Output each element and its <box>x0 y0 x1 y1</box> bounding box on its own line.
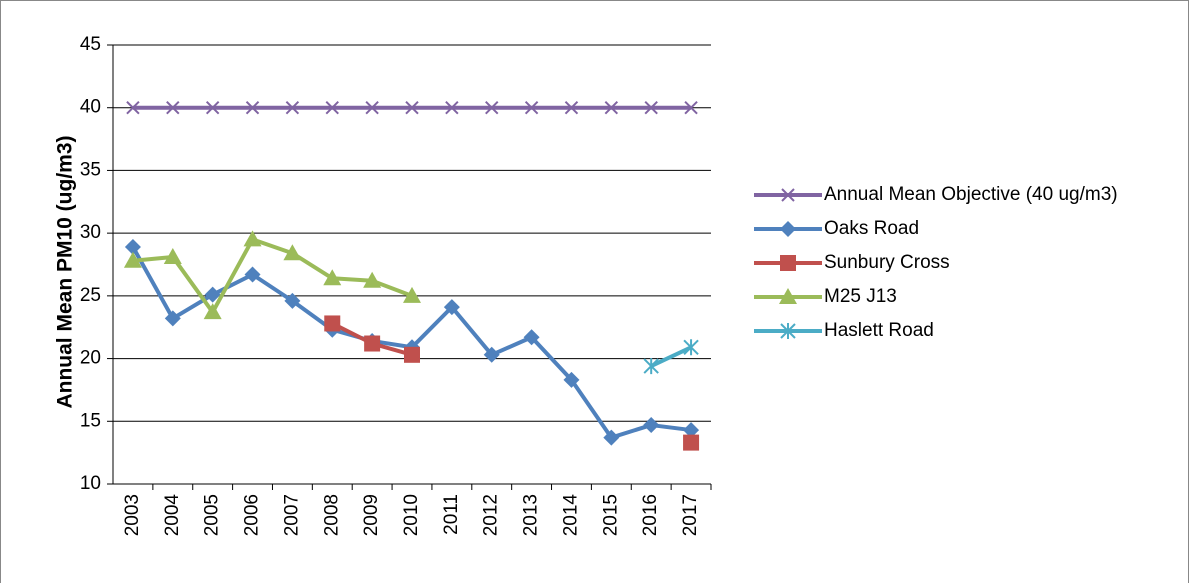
marker <box>126 101 140 115</box>
marker <box>683 434 700 451</box>
y-tick-label: 30 <box>80 222 101 243</box>
marker <box>245 101 260 115</box>
legend-item: Haslett Road <box>752 316 1172 346</box>
legend-label: Sunbury Cross <box>824 252 950 273</box>
marker <box>563 371 580 388</box>
marker <box>780 221 796 237</box>
marker <box>684 101 698 115</box>
marker <box>485 101 499 115</box>
x-tick-label: 2009 <box>361 494 382 536</box>
marker <box>683 339 699 356</box>
y-tick-label: 20 <box>80 348 101 369</box>
legend-label: Oaks Road <box>824 218 920 239</box>
marker <box>284 292 301 309</box>
marker <box>124 238 141 255</box>
x-tick-label: 2008 <box>321 494 342 536</box>
marker <box>683 422 700 439</box>
y-tick-label: 40 <box>80 97 101 118</box>
marker <box>404 346 420 363</box>
marker <box>405 101 419 115</box>
marker <box>285 101 300 115</box>
marker <box>244 266 261 283</box>
x-tick-label: 2012 <box>481 494 502 536</box>
marker <box>203 303 222 320</box>
marker <box>523 329 540 346</box>
x-tick-label: 2014 <box>560 494 581 537</box>
marker <box>643 417 660 434</box>
marker <box>445 101 459 115</box>
marker <box>643 358 659 375</box>
marker <box>205 101 220 115</box>
x-tick-label: 2006 <box>242 494 263 536</box>
x-tick-label: 2003 <box>122 494 143 536</box>
marker <box>780 323 796 339</box>
legend-item: Oaks Road <box>752 214 1172 244</box>
marker <box>325 101 339 115</box>
legend: Annual Mean Objective (40 ug/m3) Oaks Roa… <box>752 180 1172 350</box>
x-tick-label: 2004 <box>162 494 183 537</box>
y-tick-label: 45 <box>80 34 101 55</box>
x-tick-label: 2015 <box>600 494 621 536</box>
marker <box>781 188 795 202</box>
marker <box>483 346 500 363</box>
legend-item: M25 J13 <box>752 282 1172 312</box>
marker <box>365 101 379 115</box>
marker <box>524 101 539 115</box>
marker <box>364 335 381 352</box>
legend-swatch <box>754 188 822 202</box>
legend-item: Annual Mean Objective (40 ug/m3) <box>752 180 1172 210</box>
y-tick-label: 15 <box>80 410 101 431</box>
marker <box>323 269 342 286</box>
y-tick-label: 25 <box>80 285 101 306</box>
y-tick-label: 10 <box>80 473 101 494</box>
marker <box>283 244 302 261</box>
x-tick-label: 2010 <box>401 494 422 536</box>
marker <box>164 310 181 327</box>
marker <box>780 255 796 271</box>
series-line <box>132 237 413 315</box>
x-tick-label: 2013 <box>521 494 542 536</box>
legend-label: Annual Mean Objective (40 ug/m3) <box>824 184 1118 205</box>
x-tick-label: 2011 <box>441 494 462 535</box>
x-tick-label: 2016 <box>640 494 661 536</box>
marker <box>403 286 421 303</box>
x-tick-label: 2007 <box>281 494 302 536</box>
legend-item: Sunbury Cross <box>752 248 1172 278</box>
y-tick-label: 35 <box>80 159 101 180</box>
marker <box>603 429 620 446</box>
x-tick-label: 2017 <box>680 494 701 536</box>
series-line <box>650 345 692 368</box>
legend-swatch <box>754 323 822 339</box>
x-tick-label: 2005 <box>202 494 223 536</box>
marker <box>166 101 180 115</box>
marker <box>163 247 182 264</box>
marker <box>324 315 341 332</box>
marker <box>604 101 619 115</box>
legend-swatch <box>754 221 822 237</box>
marker <box>243 230 262 247</box>
marker <box>779 288 797 304</box>
marker <box>644 101 658 115</box>
y-axis-label: Annual Mean PM10 (ug/m3) <box>54 135 77 408</box>
marker <box>564 101 579 115</box>
legend-swatch <box>754 288 822 304</box>
marker <box>123 251 142 268</box>
marker <box>443 299 460 316</box>
marker <box>204 286 221 303</box>
legend-label: M25 J13 <box>824 286 897 307</box>
marker <box>363 271 382 288</box>
legend-label: Haslett Road <box>824 320 934 341</box>
legend-swatch <box>754 255 822 271</box>
